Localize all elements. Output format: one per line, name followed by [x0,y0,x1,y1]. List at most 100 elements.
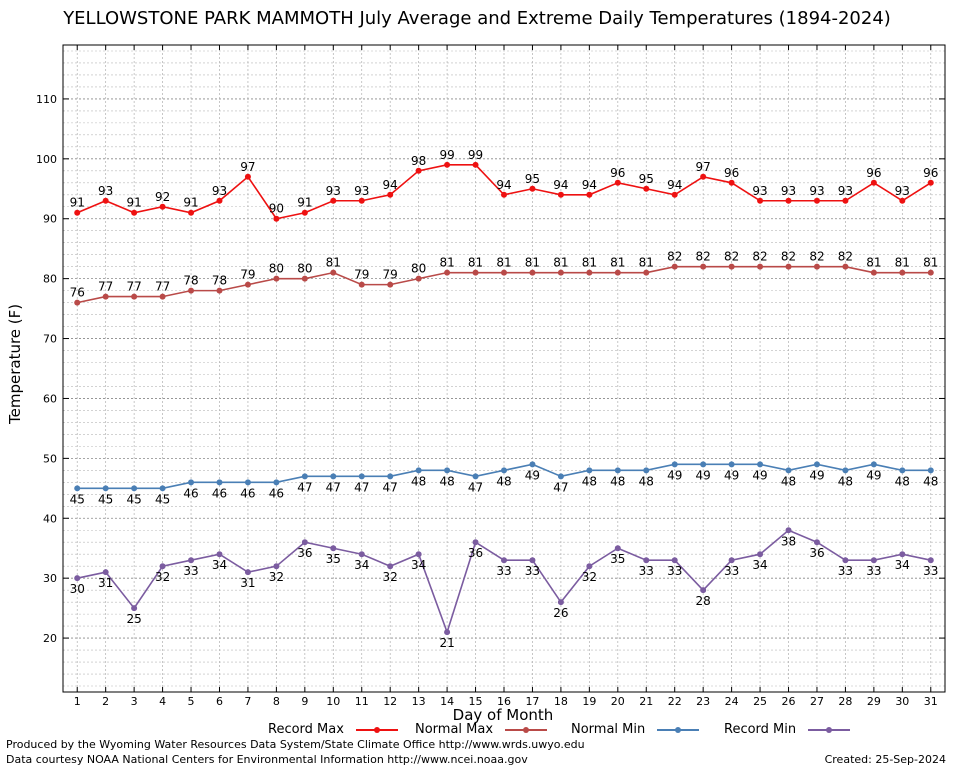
record-min-point [74,575,81,582]
record-max-point [813,197,820,204]
normal-min-point [870,461,877,468]
legend-normal-max: Normal Max [415,722,548,737]
x-tick-label: 7 [244,695,251,705]
record-max-data-label: 91 [126,196,141,210]
record-min-data-label: 31 [98,576,113,590]
normal-max-point [301,275,308,282]
normal-min-point [102,485,109,492]
record-min-data-label: 34 [752,558,767,572]
record-min-data-label: 28 [696,594,711,608]
normal-max-data-label: 81 [866,256,881,270]
x-tick-label: 4 [159,695,166,705]
x-tick-label: 22 [668,695,682,705]
legend-swatch [808,726,851,733]
normal-max-point [244,281,251,288]
record-min-data-label: 25 [126,612,141,626]
record-min-data-label: 21 [439,636,454,650]
normal-max-data-label: 81 [525,256,540,270]
x-tick-label: 5 [188,695,195,705]
x-tick-label: 3 [131,695,138,705]
normal-max-point [671,263,678,270]
record-min-data-label: 35 [326,552,341,566]
normal-min-point [358,473,365,480]
normal-max-point [785,263,792,270]
record-min-point [870,557,877,564]
record-max-data-label: 91 [297,196,312,210]
x-tick-label: 25 [753,695,767,705]
record-max-data-label: 97 [240,160,255,174]
normal-min-data-label: 49 [696,468,711,482]
x-tick-label: 9 [301,695,308,705]
normal-max-data-label: 82 [838,250,853,264]
normal-max-data-label: 82 [696,250,711,264]
x-tick-label: 10 [326,695,340,705]
normal-max-data-label: 77 [155,280,170,294]
record-max-point [358,197,365,204]
record-max-data-label: 93 [326,184,341,198]
record-min-point [444,629,451,636]
normal-min-point [614,467,621,474]
x-tick-label: 14 [440,695,454,705]
normal-min-point [301,473,308,480]
record-min-point [102,569,109,576]
x-axis-label: Day of Month [452,706,554,724]
record-min-point [785,527,792,534]
record-max-data-label: 94 [582,178,597,192]
record-max-point [501,191,507,198]
record-min-data-label: 33 [496,564,511,578]
normal-max-point [102,293,109,300]
normal-max-data-label: 80 [269,262,284,276]
normal-min-data-label: 49 [724,468,739,482]
normal-min-data-label: 47 [326,480,341,494]
normal-min-point [330,473,337,480]
record-max-data-label: 93 [354,184,369,198]
normal-max-data-label: 81 [326,256,341,270]
plot-area [63,45,945,692]
record-max-data-label: 94 [496,178,511,192]
normal-min-data-label: 48 [610,474,625,488]
normal-min-data-label: 45 [70,492,85,506]
record-max-point [131,209,138,216]
normal-min-data-label: 48 [838,474,853,488]
normal-max-data-label: 81 [610,256,625,270]
record-max-data-label: 96 [610,166,625,180]
x-tick-label: 24 [725,695,739,705]
normal-max-data-label: 80 [297,262,312,276]
record-max-data-label: 93 [895,184,910,198]
normal-min-data-label: 48 [923,474,938,488]
normal-min-data-label: 46 [212,486,227,500]
record-max-data-label: 95 [639,172,654,186]
record-max-data-label: 90 [269,202,284,216]
record-min-data-label: 33 [183,564,198,578]
x-tick-label: 28 [838,695,852,705]
record-max-data-label: 93 [752,184,767,198]
normal-max-point [586,269,593,276]
normal-max-data-label: 81 [895,256,910,270]
record-max-data-label: 94 [667,178,682,192]
record-max-point [643,185,650,192]
record-max-data-label: 93 [809,184,824,198]
normal-max-point [131,293,138,300]
record-max-point [785,197,792,204]
normal-max-data-label: 82 [752,250,767,264]
normal-min-data-label: 49 [667,468,682,482]
record-min-data-label: 32 [155,570,170,584]
normal-max-data-label: 78 [212,274,227,288]
record-min-point [557,599,564,606]
record-min-point [415,551,422,558]
normal-min-point [444,467,451,474]
record-min-point [188,557,195,564]
record-max-data-label: 99 [468,148,483,162]
y-tick-label: 80 [43,273,57,286]
record-max-point [415,167,422,174]
normal-min-point [188,479,195,486]
normal-min-point [842,467,849,474]
normal-min-data-label: 48 [496,474,511,488]
record-min-data-label: 32 [582,570,597,584]
normal-max-data-label: 78 [183,274,198,288]
normal-max-point [472,269,479,276]
record-min-data-label: 33 [838,564,853,578]
record-max-data-label: 93 [781,184,796,198]
x-tick-label: 1 [74,695,81,705]
record-min-data-label: 31 [240,576,255,590]
